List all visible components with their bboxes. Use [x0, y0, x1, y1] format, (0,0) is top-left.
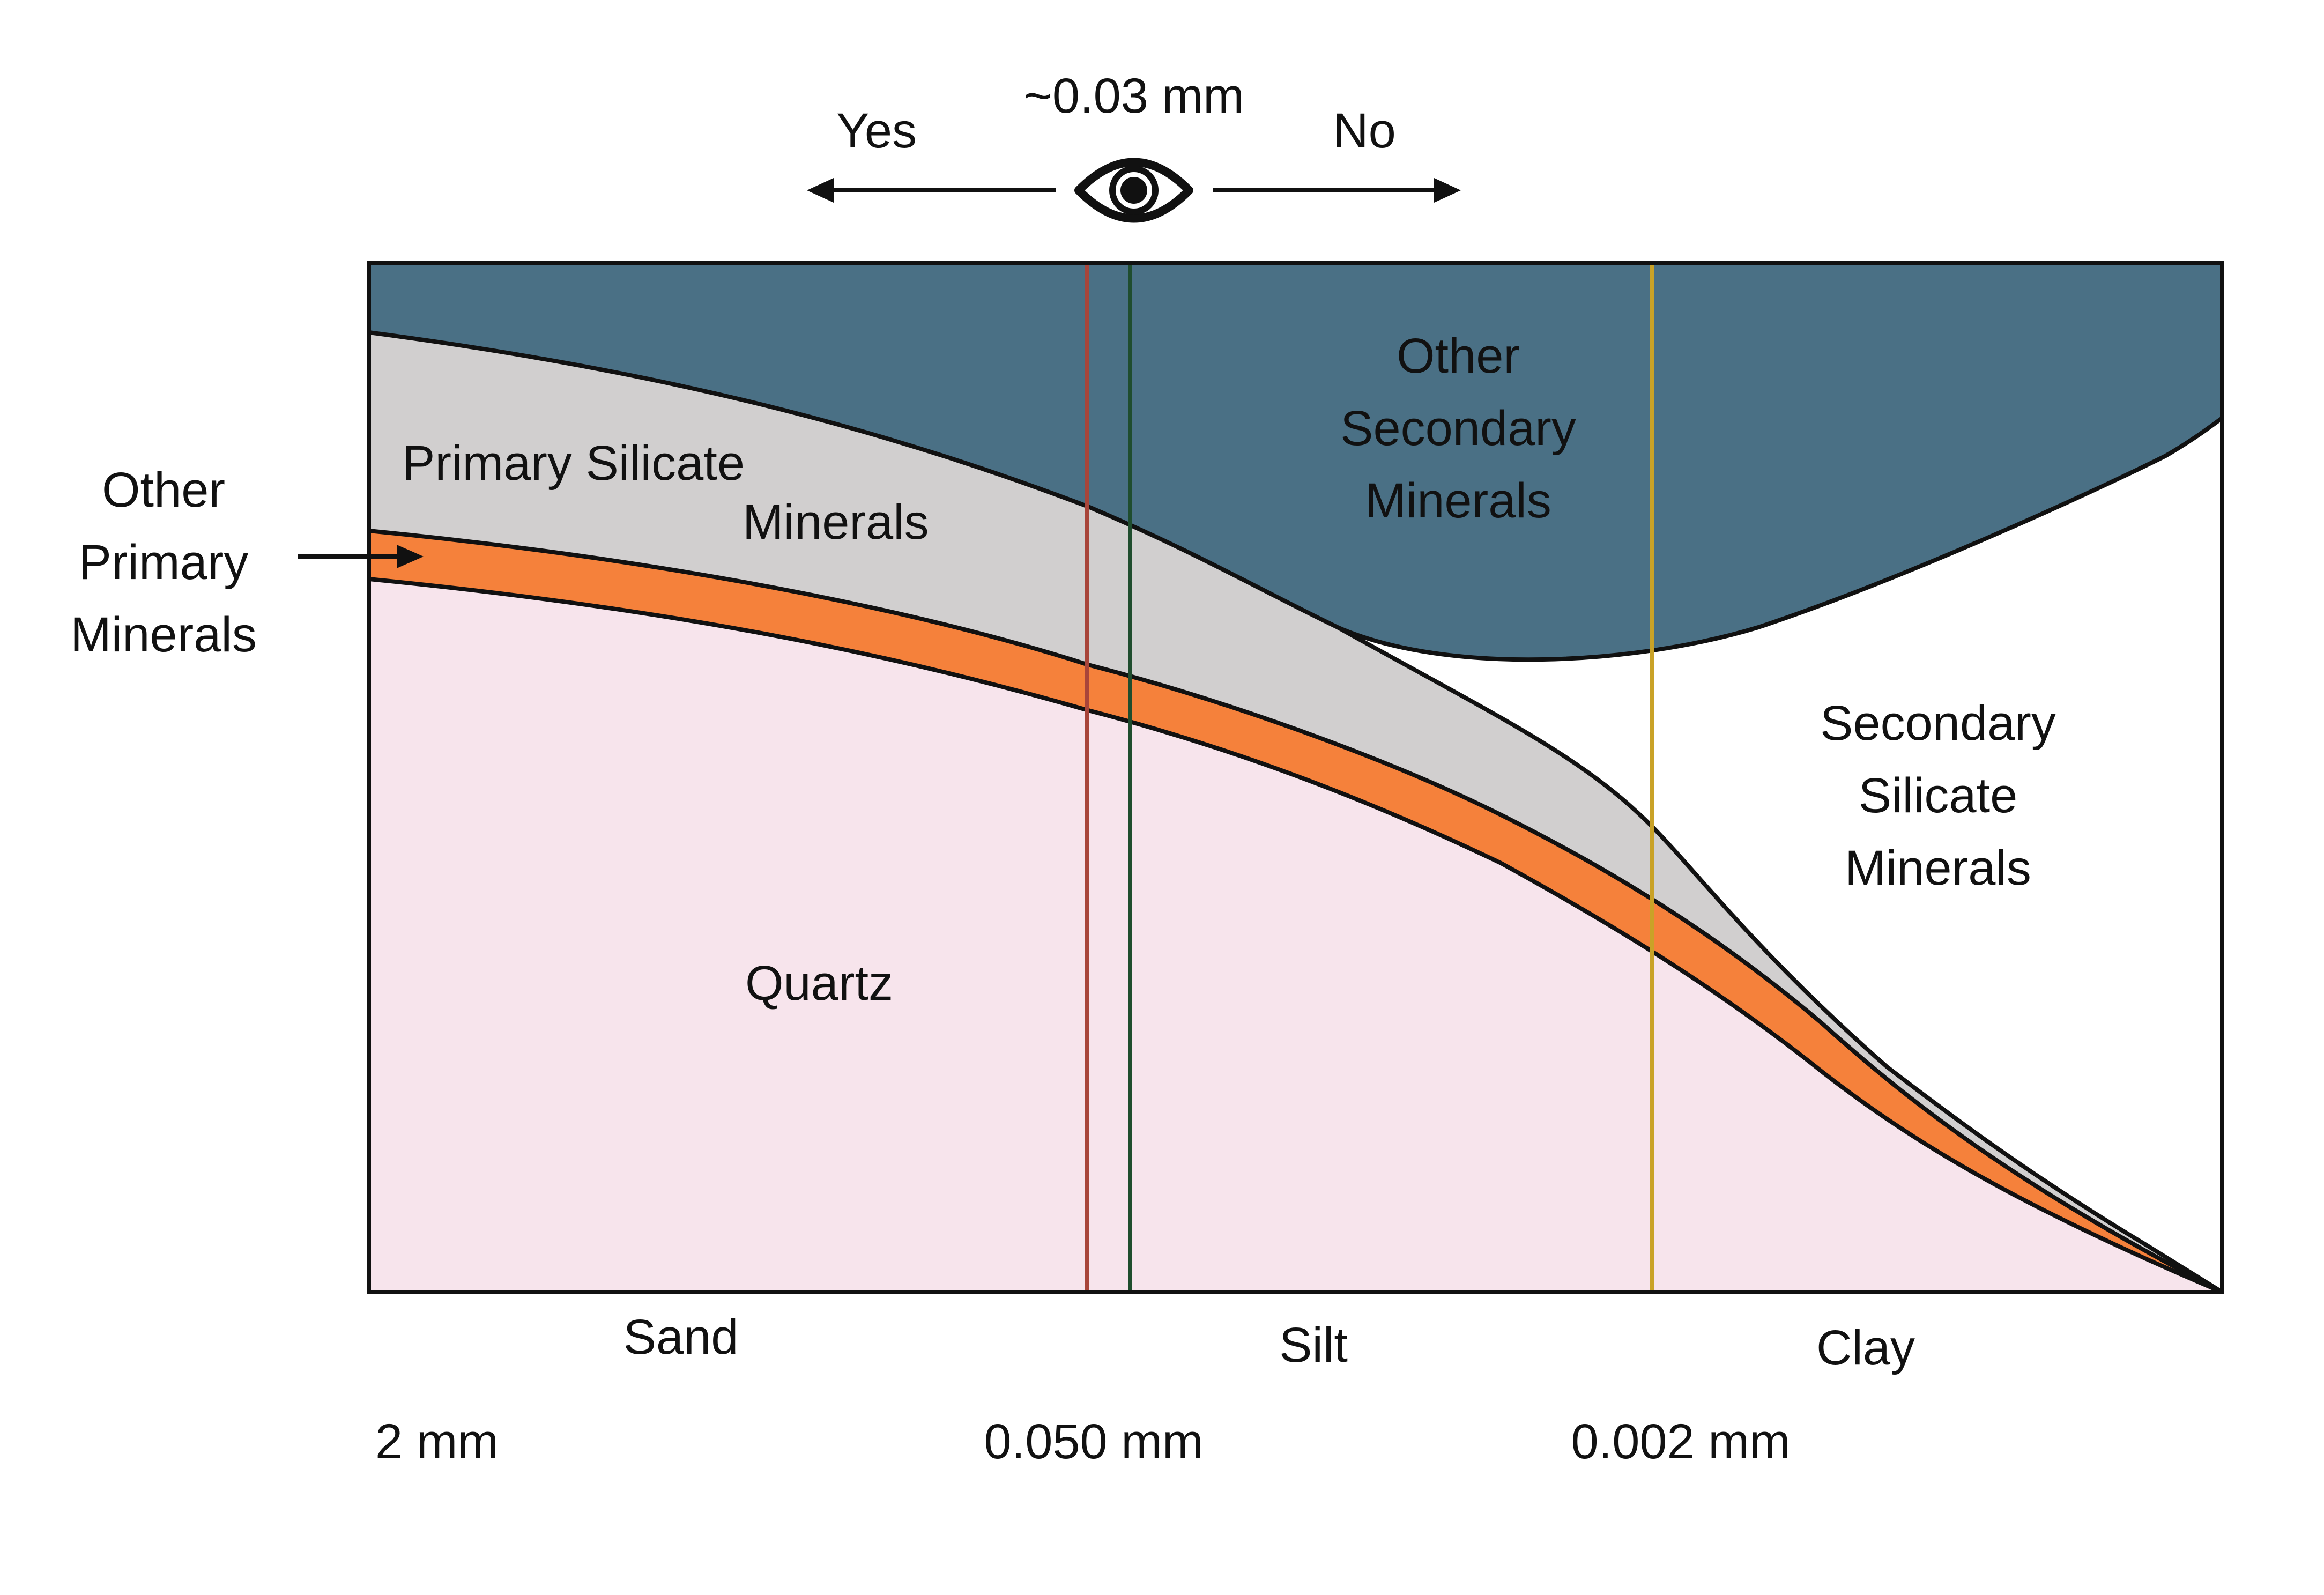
- size-class-clay: Clay: [1816, 1320, 1915, 1375]
- other-primary-line-1: Other: [102, 463, 225, 517]
- right-arrow: [1213, 178, 1461, 203]
- other-secondary-line-1: Other: [1397, 329, 1520, 383]
- other-primary-line-3: Minerals: [70, 607, 257, 662]
- primary-silicate-line-2: Minerals: [743, 495, 929, 550]
- visible-yes-label: Yes: [836, 103, 917, 158]
- boundary-line-quartz-top: [369, 577, 2222, 1292]
- diagram-frame: [367, 261, 2224, 1294]
- not-visible-no-label: No: [1333, 103, 1396, 158]
- secondary-silicate-line-2: Silicate: [1859, 768, 2018, 823]
- size-boundary-0050mm: 0.050 mm: [984, 1414, 1203, 1469]
- label-quartz: Quartz: [745, 956, 893, 1011]
- visibility-indicator: ~0.03 mm Yes No: [807, 69, 1461, 223]
- label-primary-silicate: Primary Silicate Minerals: [402, 436, 929, 550]
- boundary-line-other-primary-top: [369, 529, 2222, 1292]
- size-class-silt: Silt: [1279, 1318, 1348, 1373]
- quartz-area: [369, 579, 2222, 1292]
- secondary-silicate-area: [1338, 418, 2222, 1292]
- label-secondary-silicate: Secondary Silicate Minerals: [1820, 696, 2056, 895]
- other-secondary-line-3: Minerals: [1365, 473, 1551, 528]
- size-boundary-2mm: 2 mm: [375, 1414, 499, 1469]
- boundary-line-other-secondary: [1337, 416, 2222, 662]
- label-other-primary: Other Primary Minerals: [70, 463, 257, 662]
- other-secondary-line-2: Secondary: [1340, 401, 1576, 456]
- label-other-secondary: Other Secondary Minerals: [1340, 329, 1576, 528]
- other-primary-line-2: Primary: [79, 535, 249, 590]
- diagram-areas: [369, 263, 2222, 1292]
- size-boundary-0002mm: 0.002 mm: [1571, 1414, 1790, 1469]
- secondary-silicate-line-1: Secondary: [1820, 696, 2056, 751]
- other-primary-pointer-arrow: [298, 545, 424, 568]
- size-class-sand: Sand: [623, 1310, 739, 1364]
- threshold-label: ~0.03 mm: [1023, 69, 1244, 123]
- primary-silicate-line-1: Primary Silicate: [402, 436, 745, 491]
- boundary-line-primary-silicate: [369, 330, 2222, 1292]
- left-arrow: [807, 178, 1056, 203]
- secondary-silicate-line-3: Minerals: [1845, 841, 2031, 895]
- eye-icon: [1074, 158, 1193, 223]
